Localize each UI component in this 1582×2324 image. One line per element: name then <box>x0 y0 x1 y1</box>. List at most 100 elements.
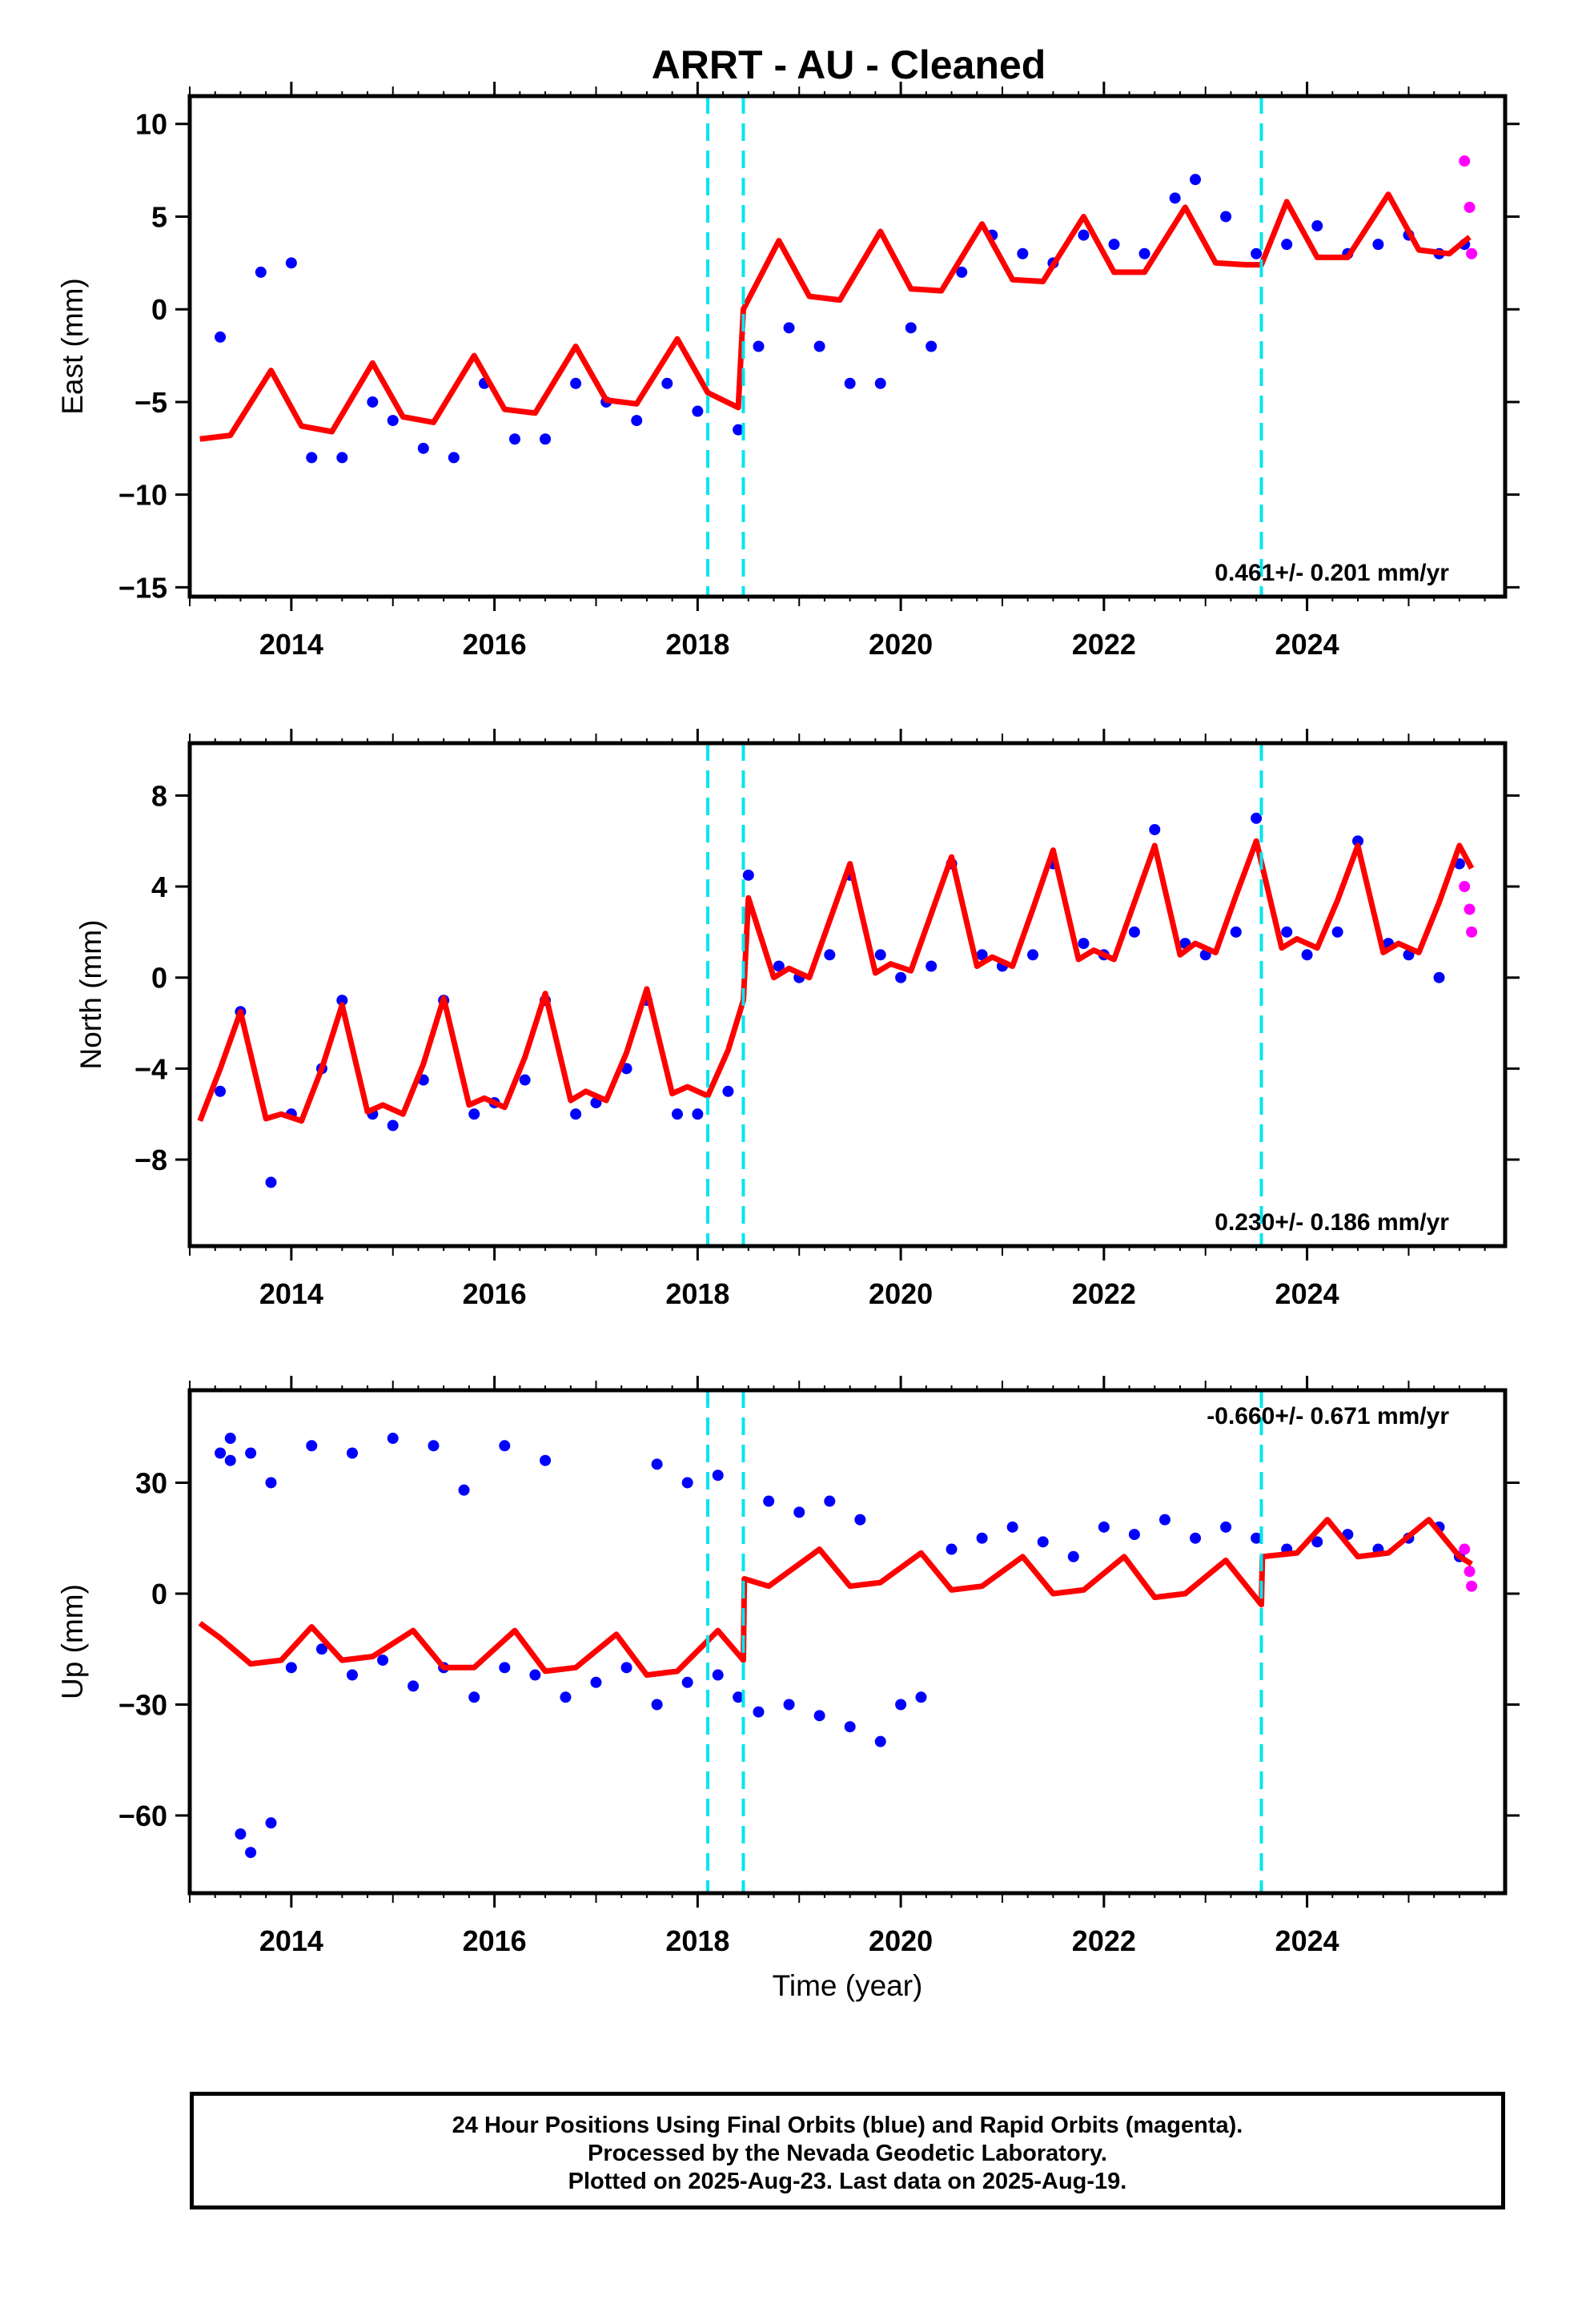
data-point <box>387 415 399 427</box>
data-point <box>428 1440 440 1452</box>
data-point <box>387 1433 399 1445</box>
data-point <box>336 452 348 464</box>
data-point <box>1098 1521 1110 1533</box>
data-point <box>783 322 795 334</box>
data-point <box>976 949 988 961</box>
x-tick-label: 2016 <box>463 1277 527 1310</box>
model-curve <box>197 838 1475 1124</box>
data-point <box>631 415 643 427</box>
data-point <box>874 377 886 389</box>
data-point <box>255 266 267 278</box>
data-point <box>377 1655 389 1667</box>
data-point <box>458 1484 470 1496</box>
data-point <box>1138 247 1150 259</box>
data-point <box>1027 949 1039 961</box>
data-point <box>1251 247 1263 259</box>
data-point <box>753 1706 765 1718</box>
data-point <box>692 1108 704 1120</box>
data-point <box>661 377 673 389</box>
data-point <box>346 1669 358 1681</box>
data-point <box>306 1440 318 1452</box>
data-point <box>540 433 552 445</box>
y-tick-label: 0 <box>151 962 167 995</box>
data-point <box>1311 220 1323 232</box>
data-point <box>1078 938 1090 950</box>
x-tick-label: 2024 <box>1275 628 1339 661</box>
data-point <box>387 1120 399 1132</box>
data-point <box>1108 239 1120 251</box>
data-point <box>1251 812 1263 824</box>
y-tick-label: −60 <box>118 1799 167 1832</box>
data-point <box>733 424 745 436</box>
data-point <box>681 1477 693 1489</box>
data-point <box>417 442 429 454</box>
data-point <box>895 1699 907 1711</box>
data-point <box>722 1085 734 1097</box>
y-axis-label: East (mm) <box>56 278 89 415</box>
x-tick-label: 2020 <box>869 1924 933 1957</box>
x-tick-label: 2016 <box>463 628 527 661</box>
data-point <box>1169 192 1181 204</box>
data-point <box>215 1447 227 1459</box>
y-axis-label: Up (mm) <box>56 1584 89 1699</box>
data-point <box>1466 926 1478 938</box>
data-point <box>408 1680 420 1692</box>
velocity-label: 0.230+/- 0.186 mm/yr <box>1215 1209 1449 1236</box>
footer-note: 24 Hour Positions Using Final Orbits (bl… <box>190 2092 1505 2209</box>
y-tick-label: 0 <box>151 293 167 326</box>
data-point <box>499 1440 511 1452</box>
final-orbit-points <box>215 1433 1465 1859</box>
data-point <box>824 949 836 961</box>
footer-line-2: Processed by the Nevada Geodetic Laborat… <box>588 2141 1107 2166</box>
plot-frame <box>187 94 1508 599</box>
data-point <box>1466 247 1478 259</box>
data-point <box>590 1676 602 1688</box>
data-point <box>1311 1536 1323 1548</box>
data-point <box>265 1817 277 1829</box>
y-tick-label: −5 <box>135 386 167 419</box>
y-tick-label: −15 <box>118 571 167 604</box>
data-point <box>1372 239 1384 251</box>
x-tick-label: 2018 <box>665 1277 729 1310</box>
data-point <box>1281 926 1293 938</box>
data-point <box>285 257 297 269</box>
x-axis-label: Time (year) <box>773 1969 923 2002</box>
y-tick-label: 0 <box>151 1578 167 1610</box>
x-tick-label: 2014 <box>259 1924 323 1957</box>
data-point <box>905 322 917 334</box>
data-point <box>976 1532 988 1544</box>
data-point <box>1459 155 1471 167</box>
data-point <box>1220 1521 1232 1533</box>
data-point <box>448 452 460 464</box>
data-point <box>346 1447 358 1459</box>
rapid-orbit-points <box>1459 881 1478 938</box>
data-point <box>844 377 856 389</box>
data-point <box>763 1495 775 1507</box>
plot-area <box>197 812 1478 1188</box>
data-point <box>926 960 938 972</box>
data-point <box>1158 1514 1170 1526</box>
data-point <box>1128 1529 1140 1541</box>
rapid-orbit-points <box>1459 155 1478 259</box>
x-tick-label: 2020 <box>869 1277 933 1310</box>
data-point <box>560 1691 572 1703</box>
data-point <box>508 433 520 445</box>
x-tick-label: 2020 <box>869 628 933 661</box>
data-point <box>315 1643 327 1655</box>
x-tick-label: 2024 <box>1275 1924 1339 1957</box>
x-tick-label: 2022 <box>1072 1924 1136 1957</box>
data-point <box>651 1699 663 1711</box>
data-point <box>1464 903 1476 915</box>
chart-title: ARRT - AU - Cleaned <box>652 42 1046 87</box>
data-point <box>265 1477 277 1489</box>
data-point <box>813 340 825 352</box>
data-point <box>1281 239 1293 251</box>
data-point <box>1251 1532 1263 1544</box>
data-point <box>215 1085 227 1097</box>
data-point <box>681 1676 693 1688</box>
plot-area <box>198 1433 1478 1859</box>
east-panel: 2014 2016 2018 2020 2022 2024 10 5 0 −5 −10 −15 East… <box>56 82 1520 661</box>
y-axis-label: North (mm) <box>74 919 107 1069</box>
final-orbit-points <box>215 812 1465 1188</box>
data-point <box>946 1543 958 1555</box>
